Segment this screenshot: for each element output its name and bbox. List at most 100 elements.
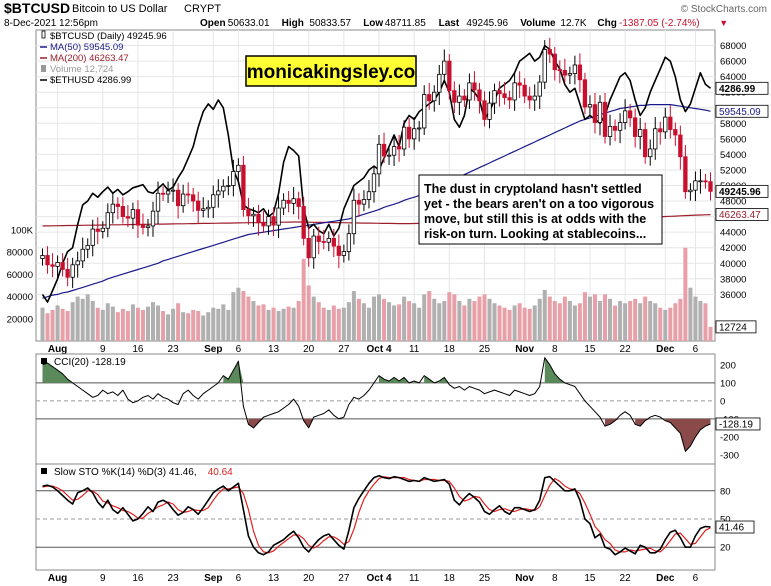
volume-bar	[517, 303, 522, 341]
bottom-x-tick-label: 11	[409, 573, 420, 584]
volume-bar	[40, 307, 45, 341]
volume-bar	[668, 307, 673, 341]
candle-body	[80, 248, 85, 262]
volume-bar	[221, 304, 226, 341]
candle-body	[562, 70, 567, 76]
candle-body	[251, 213, 256, 217]
candle-body	[497, 90, 502, 95]
bottom-x-tick-label: 6	[693, 573, 699, 584]
ohlc-value-volume: 12.7K	[560, 18, 586, 29]
brand-box-bg	[245, 55, 417, 87]
candle-body	[658, 128, 663, 133]
candle-body	[507, 97, 512, 101]
candle-body	[206, 206, 211, 210]
candle-body	[487, 102, 492, 120]
last-label-ma50: 59545.09	[719, 107, 761, 118]
candle-body	[241, 164, 246, 211]
candle-body	[160, 192, 166, 195]
ohlc-key-high: High	[282, 18, 304, 29]
volume-bar	[211, 307, 216, 341]
candle-body	[256, 213, 261, 224]
volume-bar	[55, 305, 60, 341]
ohlc-key-volume: Volume	[520, 18, 556, 29]
candle-body	[386, 154, 392, 157]
candle-body	[95, 228, 100, 232]
candle-body	[216, 190, 221, 196]
candle-body	[648, 148, 653, 158]
volume-bar	[281, 308, 286, 341]
candle-body	[361, 199, 367, 205]
price-x-tick-label: Nov	[515, 344, 534, 355]
cci-y-tick-label: -300	[720, 450, 739, 461]
candle-body	[135, 209, 141, 226]
volume-bar	[552, 301, 557, 341]
header-datetime: 8-Dec-2021 12:56pm	[4, 18, 98, 29]
volume-bar	[392, 305, 397, 341]
sto-y-tick-label: 50	[720, 515, 731, 526]
candle-body	[612, 126, 618, 131]
volume-bar	[75, 296, 80, 341]
volume-bar	[567, 301, 572, 341]
sto-title: Slow STO %K(14) %D(3) 41.46,	[54, 467, 197, 478]
candle-body	[196, 200, 201, 211]
volume-bar	[90, 301, 95, 341]
candle-body	[165, 190, 171, 195]
candle-body	[391, 146, 397, 156]
price-y-tick-label: 68000	[720, 41, 746, 52]
volume-bar	[140, 309, 145, 341]
last-label-ma200: 46263.47	[719, 210, 761, 221]
volume-bar	[432, 298, 437, 341]
candle-body	[301, 206, 306, 239]
last-label-ma50-bg	[715, 104, 769, 118]
legend-swatch-candle	[41, 30, 46, 39]
volume-bar	[603, 294, 608, 341]
candle-body	[542, 49, 547, 83]
candle-body	[331, 237, 336, 247]
candle-body	[351, 199, 357, 235]
candle-body	[432, 91, 437, 102]
volume-axis-label: 80000	[7, 248, 33, 259]
price-x-tick-label: 20	[303, 344, 315, 355]
volume-bar	[683, 247, 688, 341]
price-y-tick-label: 36000	[720, 290, 746, 301]
volume-bar	[387, 302, 392, 341]
price-y-tick-label: 66000	[720, 57, 746, 68]
chg-down-icon: ▼	[719, 18, 728, 28]
ohlc-key-open: Open	[200, 18, 226, 29]
volume-bar	[437, 303, 442, 341]
candle-body	[180, 193, 186, 207]
volume-bar	[161, 311, 166, 341]
candle-body	[592, 104, 598, 123]
volume-bar	[276, 311, 281, 341]
legend-entry: MA(200) 46263.47	[50, 53, 129, 64]
candle-body	[417, 127, 422, 130]
volume-bar	[181, 312, 186, 341]
candle-body	[381, 143, 387, 157]
candle-body	[376, 143, 382, 175]
volume-bar	[125, 311, 130, 341]
candle-body	[286, 199, 291, 204]
candle-body	[452, 90, 457, 103]
volume-bar	[150, 302, 156, 341]
candle-body	[512, 82, 517, 101]
volume-bar	[45, 313, 50, 341]
bottom-x-tick-label: 20	[303, 573, 315, 584]
candle-body	[100, 227, 105, 232]
candle-body	[602, 101, 608, 137]
brand-box-text: monicakingsley.co	[247, 62, 416, 83]
candle-body	[552, 53, 557, 71]
volume-bar	[653, 303, 658, 341]
annotation-line-2: yet - the bears aren't on a too vigorous	[424, 197, 654, 211]
volume-bar	[371, 296, 376, 341]
volume-bar	[216, 308, 221, 341]
candle-body	[40, 255, 45, 259]
volume-bar	[673, 303, 678, 341]
volume-bar	[120, 308, 125, 341]
last-label-close-bg	[715, 184, 769, 198]
sto-panel-frame	[35, 463, 716, 571]
volume-bar	[266, 309, 271, 341]
symbol-title: $BTCUSD	[4, 0, 70, 16]
volume-bar	[708, 326, 713, 341]
candle-body	[401, 126, 407, 150]
candle-body	[627, 110, 633, 119]
